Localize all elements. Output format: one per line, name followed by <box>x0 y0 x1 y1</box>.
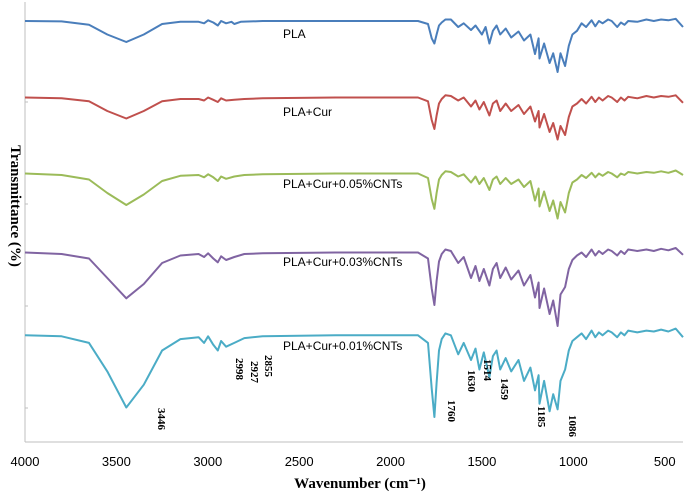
series-line-1 <box>24 94 684 141</box>
x-tick-label: 3000 <box>193 454 222 469</box>
series-label: PLA+Cur+0.05%CNTs <box>283 177 402 191</box>
series-label: PLA+Cur+0.03%CNTs <box>283 255 402 269</box>
series-label: PLA+Cur+0.01%CNTs <box>283 339 402 353</box>
series-label: PLA+Cur <box>283 105 332 119</box>
x-tick-label: 2000 <box>376 454 405 469</box>
x-axis-label: Wavenumber (cm⁻¹) <box>294 476 426 492</box>
peak-annotation: 1185 <box>535 406 547 428</box>
x-tick-label: 4000 <box>11 454 40 469</box>
peak-annotation: 1630 <box>465 370 477 393</box>
x-tick-label: 2500 <box>285 454 314 469</box>
peak-annotation: 1514 <box>481 359 493 382</box>
peak-annotation: 2927 <box>248 361 260 384</box>
series-line-2 <box>24 169 684 220</box>
series-label: PLA <box>283 27 306 41</box>
peak-annotation: 2855 <box>262 355 274 378</box>
x-tick-label: 3500 <box>102 454 131 469</box>
peak-annotation: 2998 <box>233 358 245 381</box>
series-line-0 <box>24 17 684 73</box>
peak-annotation: 3446 <box>155 408 167 431</box>
x-tick-label: 1500 <box>467 454 496 469</box>
peak-annotation: 1459 <box>498 378 510 401</box>
y-axis-label: Transmittance (%) <box>7 145 23 267</box>
x-tick-label: 500 <box>654 454 676 469</box>
series-line-4 <box>24 327 684 418</box>
peak-annotation: 1760 <box>445 400 457 423</box>
x-tick-label: 1000 <box>559 454 588 469</box>
series-line-3 <box>24 247 684 327</box>
peak-annotation: 1086 <box>566 415 578 438</box>
